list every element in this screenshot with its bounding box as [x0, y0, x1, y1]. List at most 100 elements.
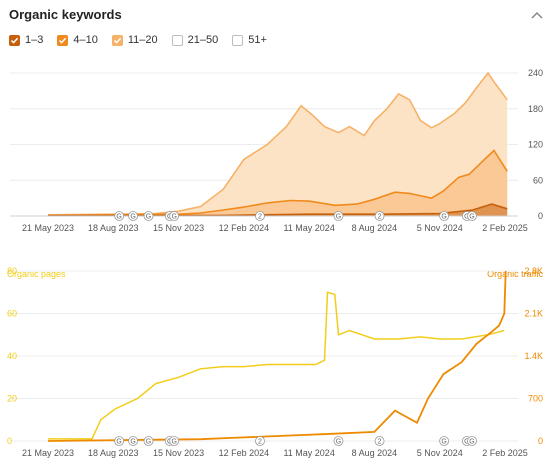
annotation-marker[interactable]: G: [333, 211, 344, 221]
marker-label: G: [116, 214, 121, 221]
x-tick-label: 18 Aug 2023: [88, 448, 139, 458]
area-4-10: [48, 150, 508, 216]
x-tick-label: 15 Nov 2023: [153, 448, 204, 458]
left-tick-label: 40: [7, 351, 17, 361]
organic-pages-traffic-chart: Organic pages Organic traffic 80 2.8K 60 2.1K…: [7, 266, 543, 458]
legend-label: 51+: [248, 34, 267, 46]
x-tick-label: 5 Nov 2024: [417, 448, 463, 458]
marker-label: G: [171, 214, 176, 221]
marker-label: G: [469, 439, 474, 446]
x-tick-label: 21 May 2023: [22, 448, 74, 458]
left-axis-title: Organic pages: [7, 269, 66, 279]
marker-label: G: [146, 214, 151, 221]
marker-label: G: [336, 214, 341, 221]
line-organic-pages: [48, 291, 505, 440]
marker-label: G: [464, 214, 469, 221]
right-tick-label: 700: [528, 394, 543, 404]
legend-item-2[interactable]: 11–20: [111, 34, 158, 46]
marker-label: 2: [258, 214, 262, 221]
marker-label: G: [469, 214, 474, 221]
x-tick-label: 11 May 2024: [283, 223, 334, 233]
legend-item-4[interactable]: 51+: [232, 34, 267, 46]
y-tick-label: 60: [533, 175, 543, 185]
x-tick-label: 2 Feb 2025: [482, 223, 528, 233]
annotation-marker[interactable]: G: [169, 211, 180, 221]
marker-label: G: [146, 439, 151, 446]
annotation-marker[interactable]: G: [467, 436, 477, 446]
marker-label: 2: [378, 214, 382, 221]
annotation-marker[interactable]: G: [128, 436, 138, 446]
annotation-marker[interactable]: G: [114, 211, 125, 221]
left-tick-label: 60: [7, 309, 17, 319]
marker-label: G: [441, 214, 446, 221]
x-tick-label: 8 Aug 2024: [352, 448, 398, 458]
marker-label: G: [116, 439, 121, 446]
right-tick-label: 1.4K: [524, 351, 543, 361]
annotation-marker[interactable]: G: [439, 211, 450, 221]
marker-label: G: [130, 439, 135, 446]
checkbox-unchecked-icon[interactable]: [232, 34, 244, 46]
chart-legend: 1–3 4–10 11–20 21–50 51+: [9, 32, 267, 48]
marker-label: G: [464, 439, 469, 446]
checkbox-checked-icon[interactable]: [111, 34, 123, 46]
marker-label: 2: [378, 439, 382, 446]
annotation-marker[interactable]: 2: [255, 436, 265, 446]
x-tick-label: 12 Feb 2024: [219, 223, 270, 233]
left-tick-label: 0: [7, 436, 12, 446]
area-1-3: [48, 204, 508, 216]
x-tick-label: 21 May 2023: [22, 223, 74, 233]
x-tick-label: 8 Aug 2024: [352, 223, 398, 233]
widget-title: Organic keywords: [9, 7, 122, 22]
annotation-marker[interactable]: G: [467, 211, 477, 221]
legend-label: 11–20: [127, 34, 158, 46]
annotation-marker[interactable]: G: [169, 436, 180, 446]
line-organic-traffic: [47, 270, 507, 442]
y-tick-label: 120: [528, 140, 543, 150]
organic-keywords-chart: 240 180 120 60 0 21 May 2023 18 Aug 2023 15 Nov…: [10, 68, 543, 233]
x-tick-label: 2 Feb 2025: [482, 448, 528, 458]
y-tick-label: 180: [528, 104, 543, 114]
left-tick-label: 20: [7, 394, 17, 404]
legend-label: 4–10: [73, 34, 98, 46]
annotation-marker[interactable]: G: [143, 211, 154, 221]
chevron-up-icon[interactable]: [531, 8, 543, 19]
annotation-marker[interactable]: G: [128, 211, 138, 221]
marker-label: G: [336, 439, 341, 446]
area-11-20: [48, 73, 508, 216]
right-tick-label: 2.1K: [524, 309, 543, 319]
y-tick-label: 0: [538, 211, 543, 221]
checkbox-checked-icon[interactable]: [57, 34, 69, 46]
x-tick-label: 12 Feb 2024: [219, 448, 270, 458]
line-11-20: [47, 71, 508, 216]
right-axis-title: Organic traffic: [487, 269, 543, 279]
annotation-marker[interactable]: G: [439, 436, 450, 446]
legend-label: 21–50: [187, 34, 219, 46]
annotation-marker[interactable]: 2: [255, 211, 265, 221]
x-tick-label: 11 May 2024: [283, 448, 334, 458]
annotation-marker[interactable]: G: [143, 436, 154, 446]
legend-item-0[interactable]: 1–3: [9, 34, 43, 46]
right-tick-label: 0: [538, 436, 543, 446]
marker-label: G: [130, 214, 135, 221]
checkbox-unchecked-icon[interactable]: [171, 34, 183, 46]
y-tick-label: 240: [528, 68, 543, 78]
marker-label: 2: [258, 439, 262, 446]
checkbox-checked-icon[interactable]: [9, 34, 20, 46]
annotation-marker[interactable]: G: [114, 436, 125, 446]
marker-label: G: [441, 439, 446, 446]
annotation-marker[interactable]: 2: [374, 436, 385, 446]
annotation-marker[interactable]: 2: [374, 211, 385, 221]
right-tick-label: 2.8K: [524, 266, 543, 276]
x-tick-label: 15 Nov 2023: [153, 223, 204, 233]
x-tick-label: 5 Nov 2024: [417, 223, 463, 233]
legend-item-1[interactable]: 4–10: [57, 34, 98, 46]
widget-header: Organic keywords: [0, 0, 553, 28]
legend-label: 1–3: [25, 34, 44, 46]
left-tick-label: 80: [7, 266, 17, 276]
line-4-10: [47, 149, 508, 217]
x-tick-label: 18 Aug 2023: [88, 223, 139, 233]
annotation-marker[interactable]: G: [333, 436, 344, 446]
marker-label: G: [171, 439, 176, 446]
legend-item-3[interactable]: 21–50: [171, 34, 219, 46]
line-1-3: [47, 203, 508, 217]
